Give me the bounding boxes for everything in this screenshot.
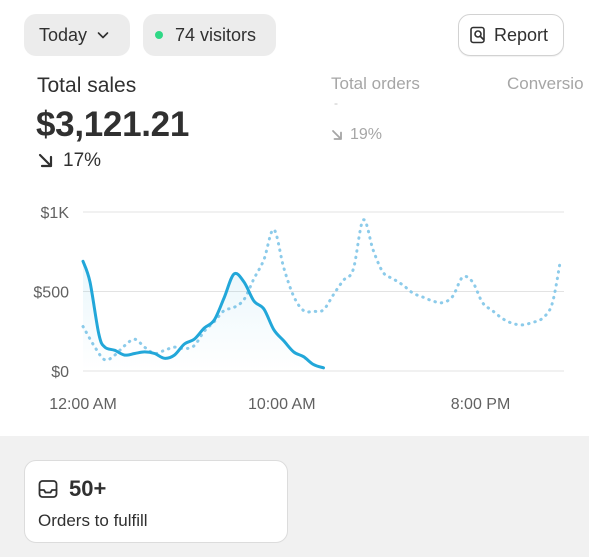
report-button-label: Report: [494, 24, 549, 45]
total-sales-change: 17%: [37, 150, 101, 172]
today-sales-area: [83, 261, 324, 371]
inbox-icon: [38, 480, 58, 498]
comparison-sales-line: [81, 218, 562, 362]
visitors-count: 74 visitors: [175, 24, 257, 45]
conversion-label[interactable]: Conversio: [507, 74, 584, 93]
total-sales-change-value: 17%: [63, 150, 102, 171]
y-tick-label: $500: [33, 285, 69, 302]
x-tick-label: 12:00 AM: [49, 396, 117, 413]
live-visitors-badge[interactable]: 74 visitors: [143, 14, 276, 56]
date-range-selector[interactable]: Today: [24, 14, 130, 56]
today-sales-line: [81, 259, 325, 370]
total-sales-label: Total sales: [37, 74, 137, 97]
x-tick-label: 8:00 PM: [451, 396, 511, 413]
total-sales-value: $3,121.21: [36, 105, 190, 144]
report-button[interactable]: Report: [458, 14, 564, 56]
date-range-label: Today: [39, 24, 88, 45]
live-status-dot: [155, 31, 163, 39]
total-orders-label[interactable]: Total orders: [331, 74, 420, 93]
total-orders-change: 19%: [331, 126, 382, 144]
sales-chart: $1K $500 $0 12:00 AM 10:00 AM 8:00 PM: [33, 205, 564, 413]
chevron-down-icon: [97, 32, 109, 39]
orders-to-fulfill-label: Orders to fulfill: [38, 511, 148, 530]
total-orders-change-value: 19%: [350, 126, 383, 143]
total-orders-value: -: [334, 96, 338, 110]
y-tick-label: $1K: [41, 205, 70, 222]
arrow-down-right-icon: [38, 153, 53, 168]
orders-to-fulfill-count: 50+: [69, 476, 107, 501]
y-tick-label: $0: [51, 364, 69, 381]
x-tick-label: 10:00 AM: [248, 396, 316, 413]
arrow-down-right-icon: [332, 129, 342, 140]
report-search-icon: [470, 26, 485, 44]
orders-to-fulfill-card[interactable]: 50+ Orders to fulfill: [24, 460, 288, 543]
